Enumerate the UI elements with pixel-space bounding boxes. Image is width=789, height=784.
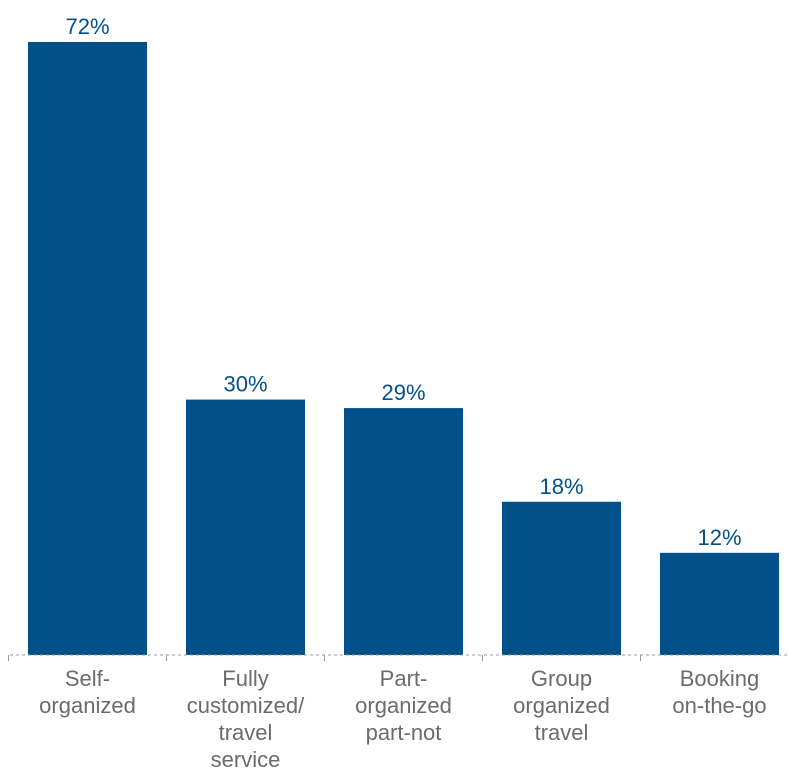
category-label-3-line-1: organized bbox=[513, 693, 610, 718]
category-label-0-line-0: Self- bbox=[65, 666, 110, 691]
value-label-4: 12% bbox=[697, 525, 741, 550]
category-label-2-line-1: organized bbox=[355, 693, 452, 718]
bar-3 bbox=[502, 501, 621, 655]
category-label-1-line-3: service bbox=[211, 747, 281, 772]
category-label-2-line-0: Part- bbox=[380, 666, 428, 691]
category-label-3: Group organized travel bbox=[513, 666, 610, 745]
bar-2 bbox=[344, 408, 463, 655]
category-label-2-line-2: part-not bbox=[366, 720, 442, 745]
category-label-4-line-0: Booking bbox=[680, 666, 760, 691]
category-label-1-line-0: Fully bbox=[222, 666, 268, 691]
category-label-0: Self-organized bbox=[39, 666, 136, 718]
bar-4 bbox=[660, 552, 779, 655]
x-axis-ticks bbox=[8, 655, 641, 661]
category-label-4: Booking on-the-go bbox=[672, 666, 766, 718]
category-label-0-line-1: organized bbox=[39, 693, 136, 718]
value-labels: 72% 30% 29% 18% 12% bbox=[65, 14, 741, 550]
category-label-1-line-2: travel bbox=[219, 720, 273, 745]
category-label-3-line-0: Group bbox=[531, 666, 592, 691]
category-label-4-line-1: on-the-go bbox=[672, 693, 766, 718]
bar-0 bbox=[28, 42, 147, 655]
category-label-1: Fully customized/travel service bbox=[187, 666, 305, 772]
category-label-1-line-1: customized/ bbox=[187, 693, 305, 718]
bars bbox=[28, 42, 779, 655]
category-label-3-line-2: travel bbox=[535, 720, 589, 745]
bar-1 bbox=[186, 399, 305, 655]
value-label-2: 29% bbox=[381, 380, 425, 405]
value-label-3: 18% bbox=[539, 474, 583, 499]
category-label-2: Part-organized part-not bbox=[355, 666, 452, 745]
value-label-0: 72% bbox=[65, 14, 109, 39]
value-label-1: 30% bbox=[223, 372, 267, 397]
